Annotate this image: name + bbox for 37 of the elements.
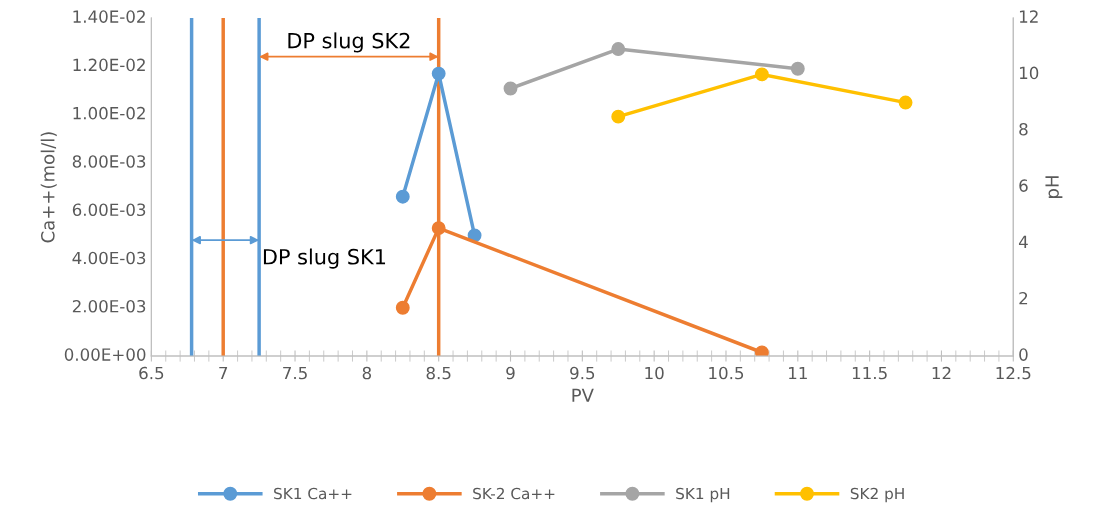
y2-tick-label: 4 — [1018, 235, 1028, 248]
y2-tick-label: 0 — [1019, 348, 1028, 361]
x-tick-label: 11 — [789, 366, 807, 380]
x-tick-label: 11.5 — [852, 366, 887, 380]
y-tick-label: 2.00E-03 — [72, 299, 146, 313]
x-tick-label: 8 — [362, 366, 372, 380]
y-tick-label: 1.40E-02 — [73, 10, 145, 23]
x-tick-label: 9.5 — [570, 366, 595, 380]
legend-label: SK1 pH — [676, 487, 730, 503]
x-tick-label: 10.5 — [709, 366, 744, 380]
y2-tick-label: 10 — [1019, 66, 1039, 80]
annotation: DP slug SK2 — [288, 32, 410, 53]
y-tick-label: 4.00E-03 — [72, 251, 146, 265]
y2-tick-label: 12 — [1019, 10, 1038, 23]
x-tick-label: 8.5 — [426, 366, 451, 380]
x-tick-label: 10 — [645, 366, 664, 380]
y2-axis-title: pH — [1045, 176, 1063, 198]
y-tick-label: 6.00E-03 — [72, 203, 146, 217]
y2-tick-label: 8 — [1019, 122, 1028, 136]
x-tick-label: 7.5 — [283, 366, 307, 380]
legend-label: SK2 pH — [850, 487, 904, 503]
y-tick-label: 1.00E-02 — [73, 106, 145, 120]
y2-tick-label: 6 — [1019, 179, 1028, 192]
x-tick-label: 12 — [932, 366, 951, 380]
y-tick-label: 1.20E-02 — [73, 58, 145, 72]
legend-label: SK1 Ca++ — [274, 487, 352, 500]
x-tick-label: 7 — [219, 366, 228, 380]
y-tick-label: 8.00E-03 — [72, 155, 146, 168]
annotation: DP slug SK1 — [263, 248, 386, 269]
legend-label: SK-2 Ca++ — [473, 487, 555, 500]
x-tick-label: 12.5 — [996, 366, 1031, 380]
x-axis-title: PV — [572, 388, 594, 402]
x-tick-label: 6.5 — [139, 366, 164, 380]
x-tick-label: 9 — [506, 366, 515, 380]
y-axis-title: Ca++(mol/l) — [40, 132, 57, 243]
y-tick-label: 0.00E+00 — [64, 348, 146, 361]
y2-tick-label: 2 — [1019, 291, 1028, 305]
